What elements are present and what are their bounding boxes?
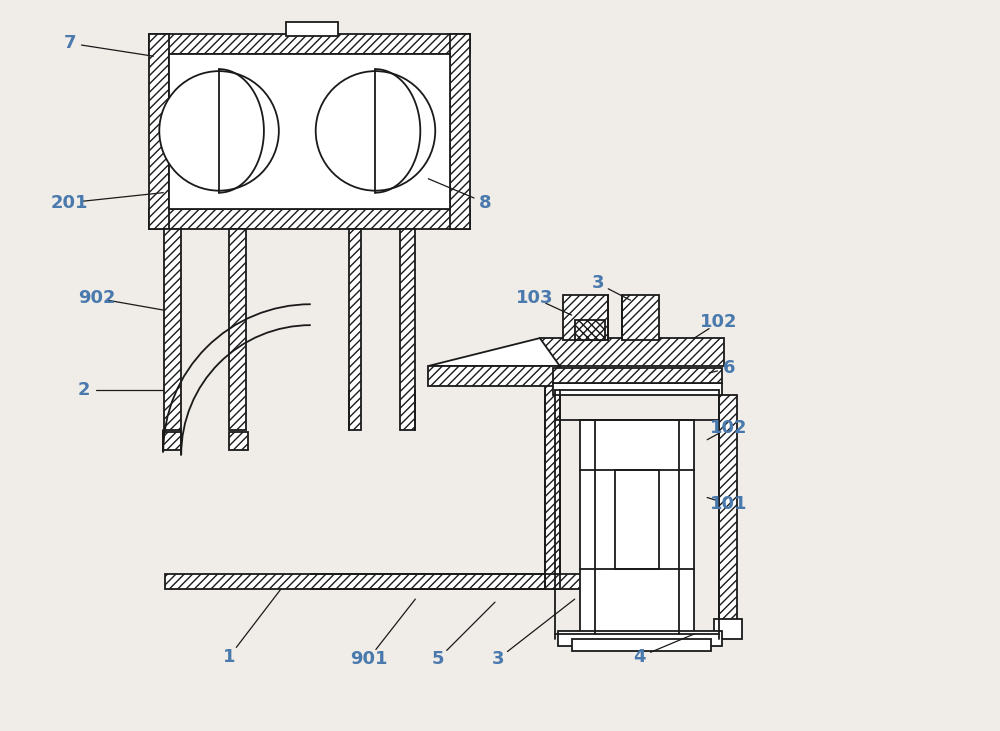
Bar	[229, 432, 248, 450]
Bar	[553, 368, 722, 383]
Bar	[163, 432, 181, 450]
Text: 1: 1	[223, 648, 235, 666]
Bar	[575, 320, 605, 340]
Circle shape	[316, 71, 435, 191]
Bar	[558, 631, 722, 646]
Text: 5: 5	[432, 650, 444, 668]
Bar	[378, 91, 386, 169]
Bar	[553, 383, 722, 395]
Bar	[719, 395, 737, 634]
Bar	[229, 229, 246, 430]
Bar	[615, 469, 659, 569]
Text: 8: 8	[479, 194, 491, 211]
Bar	[165, 575, 643, 589]
Polygon shape	[428, 338, 560, 366]
Bar	[349, 229, 361, 430]
Bar	[169, 54, 450, 208]
Text: 2: 2	[77, 381, 90, 399]
Bar	[179, 91, 221, 169]
Text: 3: 3	[492, 650, 504, 668]
Bar	[563, 295, 608, 340]
Text: 103: 103	[516, 289, 554, 307]
Bar	[149, 208, 470, 229]
Bar	[714, 619, 742, 639]
Bar	[149, 34, 470, 54]
Text: 7: 7	[63, 34, 76, 52]
Bar	[286, 23, 338, 37]
Text: 901: 901	[350, 650, 387, 668]
Bar	[450, 34, 470, 229]
Text: 102: 102	[700, 313, 738, 331]
Bar	[164, 229, 181, 430]
Text: 101: 101	[710, 496, 748, 513]
Text: 102: 102	[710, 419, 748, 436]
Text: 3: 3	[591, 274, 604, 292]
Bar	[545, 370, 560, 589]
Bar	[339, 91, 380, 169]
Bar	[428, 366, 560, 386]
Bar	[221, 91, 229, 169]
Text: 902: 902	[78, 289, 115, 307]
Bar	[572, 639, 711, 651]
Bar	[400, 229, 415, 430]
Bar	[622, 295, 659, 340]
Text: 4: 4	[633, 648, 646, 666]
Bar	[149, 34, 169, 229]
Circle shape	[159, 71, 279, 191]
Bar	[580, 420, 694, 634]
Text: 6: 6	[723, 359, 735, 377]
Bar	[540, 338, 724, 366]
Text: 201: 201	[51, 194, 88, 211]
